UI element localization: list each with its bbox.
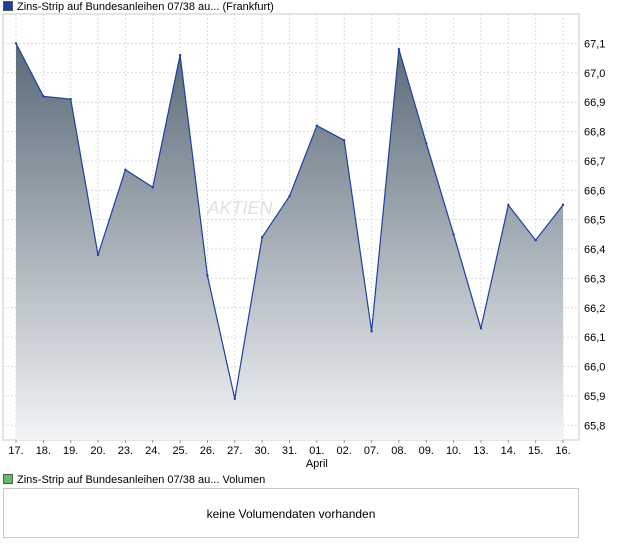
y-tick-label: 67,1	[584, 38, 605, 50]
data-point	[14, 42, 18, 45]
data-point	[178, 53, 182, 57]
x-tick-label: 08.	[391, 445, 406, 457]
y-tick-label: 67,0	[584, 68, 605, 80]
x-tick-label: 30.	[255, 445, 270, 457]
y-tick-label: 65,9	[584, 391, 605, 403]
x-tick-label: 20.	[90, 445, 105, 457]
y-tick-label: 66,9	[584, 97, 605, 109]
data-point	[479, 327, 483, 330]
data-point	[397, 48, 401, 51]
y-tick-label: 66,0	[584, 362, 605, 374]
data-point	[343, 139, 346, 142]
x-tick-label: 16.	[555, 445, 570, 457]
x-tick-label: 10.	[446, 445, 461, 457]
data-point	[69, 98, 72, 101]
data-point	[260, 236, 264, 239]
month-label: April	[306, 458, 328, 470]
x-tick-label: 17.	[8, 445, 23, 457]
y-tick-label: 66,5	[584, 215, 605, 227]
data-points	[14, 42, 565, 401]
volume-legend-suffix: Volumen	[222, 474, 266, 486]
x-tick-label: 24.	[145, 445, 160, 457]
x-tick-label: 19.	[63, 445, 78, 457]
x-tick-label: 23.	[118, 445, 133, 457]
data-point	[452, 233, 455, 236]
data-point	[206, 274, 209, 277]
y-tick-label: 66,6	[584, 185, 605, 197]
volume-legend-label: Zins-Strip auf Bundesanleihen 07/38 au..…	[17, 474, 220, 486]
volume-message: keine Volumendaten vorhanden	[206, 507, 376, 521]
x-tick-label: 26.	[200, 445, 215, 457]
x-tick-label: 13.	[473, 445, 488, 457]
x-tick-label: 14.	[501, 445, 516, 457]
price-legend-label: Zins-Strip auf Bundesanleihen 07/38 au..…	[17, 1, 220, 13]
data-point	[534, 239, 537, 242]
data-point	[42, 95, 45, 98]
x-tick-label: 09.	[419, 445, 434, 457]
y-tick-label: 66,4	[584, 244, 605, 256]
data-point	[96, 253, 100, 257]
data-point	[233, 397, 236, 401]
price-legend: Zins-Strip auf Bundesanleihen 07/38 au..…	[3, 0, 274, 14]
data-point	[151, 186, 154, 189]
price-area	[16, 43, 563, 441]
data-point	[507, 203, 510, 207]
data-point	[425, 142, 428, 145]
watermark: AKTIEN	[206, 198, 273, 218]
y-tick-label: 66,7	[584, 156, 605, 168]
x-tick-label: 15.	[528, 445, 543, 457]
price-chart: AKTIEN 65,865,966,066,166,266,366,466,56…	[2, 13, 605, 470]
x-tick-label: 25.	[172, 445, 187, 457]
x-tick-label: 01.	[309, 445, 324, 457]
y-tick-label: 66,2	[584, 303, 605, 315]
y-tick-label: 66,3	[584, 273, 605, 285]
price-legend-swatch	[3, 1, 13, 11]
data-point	[288, 194, 291, 198]
y-tick-label: 66,1	[584, 332, 605, 344]
volume-legend-swatch	[3, 474, 13, 484]
x-axis: 17. 18. 19. 20. 23. 24. 25. 26. 27. 30. 31. 01. 02. 0…	[8, 440, 571, 457]
data-point	[124, 168, 127, 171]
volume-legend: Zins-Strip auf Bundesanleihen 07/38 au..…	[3, 473, 265, 487]
x-tick-label: 18.	[36, 445, 51, 457]
x-tick-label: 27.	[227, 445, 242, 457]
y-tick-label: 65,8	[584, 420, 605, 432]
y-axis: 65,8 65,9 66,0 66,1 66,2 66,3 66,4 66,5 66,6 66,7…	[584, 38, 605, 432]
x-tick-label: 07.	[364, 445, 379, 457]
data-point	[315, 124, 319, 127]
x-tick-label: 02.	[337, 445, 352, 457]
data-point	[561, 203, 565, 207]
volume-panel: keine Volumendaten vorhanden	[3, 488, 579, 538]
y-tick-label: 66,8	[584, 127, 605, 139]
x-tick-label: 31.	[282, 445, 297, 457]
data-point	[370, 330, 373, 333]
price-legend-exchange: (Frankfurt)	[222, 1, 274, 13]
